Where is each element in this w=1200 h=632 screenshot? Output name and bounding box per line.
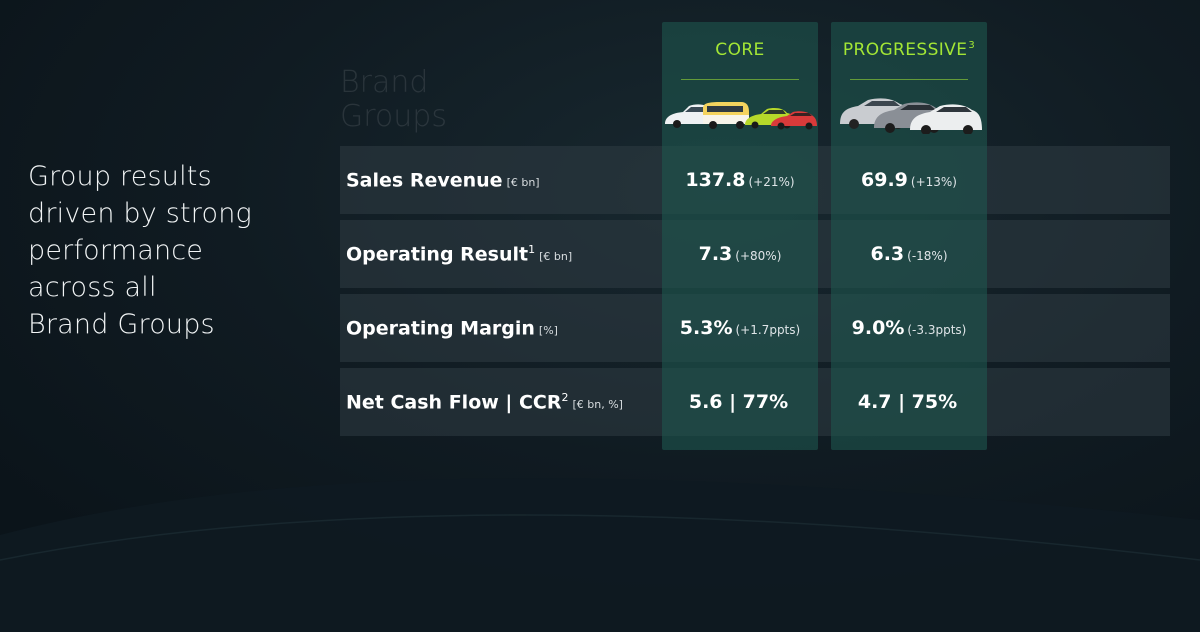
core-brand-cars-image	[665, 102, 817, 130]
core-column	[662, 22, 818, 450]
footnote-marker: 3	[968, 40, 976, 52]
progressive-column	[831, 22, 987, 450]
headline-line: Group results	[28, 161, 212, 192]
progressive-value-cell: 9.0% (-3.3ppts)	[851, 317, 967, 339]
row-unit: [%]	[538, 324, 558, 338]
progressive-value-cell: 6.3 (-18%)	[870, 243, 948, 265]
row-label-operating-margin: Operating Margin [%]	[346, 317, 558, 340]
change-value: (+80%)	[735, 249, 782, 263]
row-label-operating-result: Operating Result1[€ bn]	[346, 243, 573, 266]
core-value-cell: 7.3 (+80%)	[698, 243, 782, 265]
headline-line: Brand Groups	[28, 309, 215, 340]
brand-groups-line: Brand	[340, 65, 429, 100]
row-label-sales-revenue: Sales Revenue [€ bn]	[346, 169, 540, 192]
headline-line: driven by strong	[28, 198, 252, 229]
core-value-cell: 5.6 | 77%	[688, 391, 789, 413]
headline-line: across all	[28, 272, 157, 303]
progressive-value-cell: 4.7 | 75%	[857, 391, 958, 413]
row-unit: [€ bn]	[506, 176, 540, 190]
progressive-header-underline	[850, 79, 968, 80]
change-value: (+21%)	[748, 175, 795, 189]
change-value: (+13%)	[910, 175, 957, 189]
row-label-net-cash-flow: Net Cash Flow | CCR2[€ bn, %]	[346, 391, 623, 414]
brand-groups-line: Groups	[340, 99, 447, 134]
brand-groups-label: Brand Groups	[340, 66, 520, 134]
slide-headline: Group results driven by strong performan…	[28, 158, 318, 343]
row-unit: [€ bn]	[539, 250, 573, 264]
headline-line: performance	[28, 235, 204, 266]
change-value: (+1.7ppts)	[735, 323, 801, 337]
footnote-marker: 2	[561, 391, 569, 404]
row-unit: [€ bn, %]	[572, 398, 623, 412]
progressive-value-cell: 69.9 (+13%)	[861, 169, 957, 191]
core-header-underline	[681, 79, 799, 80]
core-value-cell: 5.3% (+1.7ppts)	[679, 317, 801, 339]
footnote-marker: 1	[528, 243, 536, 256]
change-value: (-3.3ppts)	[907, 323, 967, 337]
core-column-title: CORE	[715, 40, 765, 60]
change-value: (-18%)	[907, 249, 948, 263]
progressive-brand-cars-image	[840, 98, 982, 134]
core-value-cell: 137.8 (+21%)	[685, 169, 795, 191]
progressive-column-title: PROGRESSIVE3	[842, 40, 976, 60]
